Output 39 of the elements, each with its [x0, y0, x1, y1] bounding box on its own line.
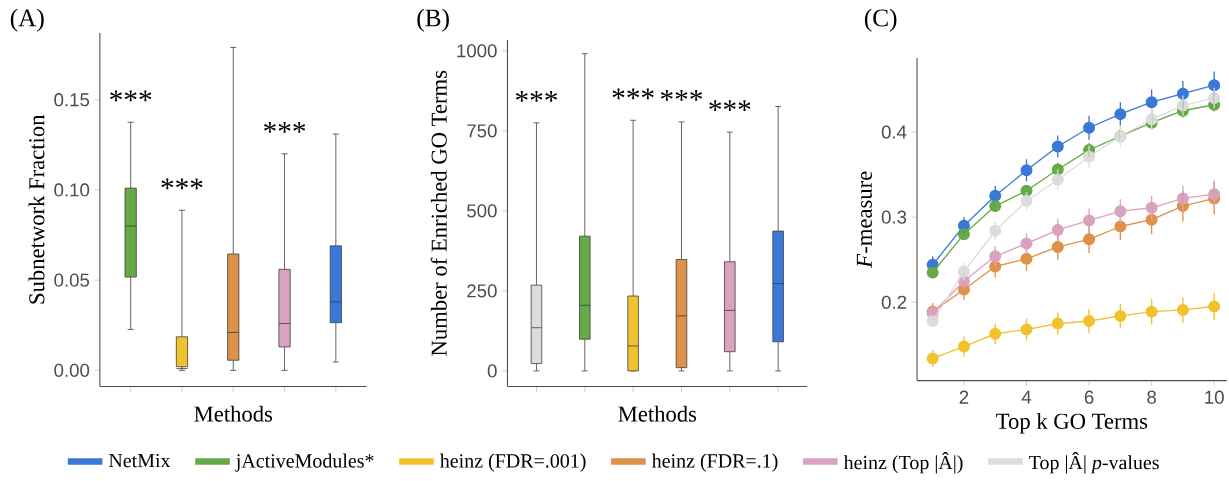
x-tick-label: 10: [1205, 390, 1224, 404]
x-tick-label: 2: [959, 390, 969, 404]
legend-label: heinz (FDR=.1): [651, 453, 778, 472]
y-tick-label: 0.2: [881, 295, 907, 309]
legend-label: jActiveModules*: [235, 453, 374, 472]
x-axis-title: Methods: [618, 405, 697, 422]
y-axis-title: Subnetwork Fraction: [28, 114, 45, 304]
y-tick-label: 0.4: [881, 125, 907, 139]
annotation: ***: [515, 90, 558, 102]
y-tick-label: 0.3: [881, 210, 907, 224]
annotation: ***: [660, 89, 703, 101]
annotation: ***: [161, 178, 203, 189]
legend-label: NetMix: [108, 453, 171, 468]
chart-title: (A): [10, 8, 44, 32]
annotation: ***: [110, 90, 152, 101]
annotation: ***: [709, 100, 751, 111]
legend-label: Top |Â| p-values: [1029, 451, 1159, 474]
y-tick-label: 1000: [457, 43, 497, 58]
x-axis-title: Top k GO Terms: [996, 412, 1148, 434]
y-axis-title: Number of Enriched GO Terms: [430, 70, 447, 356]
x-axis-title: Methods: [194, 405, 273, 422]
y-tick-label: 0.05: [54, 273, 90, 287]
y-tick-label: 750: [467, 124, 497, 138]
x-tick-label: 6: [1084, 390, 1094, 404]
y-tick-label: 0.00: [54, 363, 90, 377]
y-tick-label: 250: [467, 284, 497, 298]
legend-label: heinz (FDR=.001): [439, 453, 586, 472]
annotation: ***: [264, 121, 306, 133]
y-tick-label: 0.10: [54, 183, 90, 197]
y-axis-title: F-measure: [856, 171, 872, 268]
chart-title: (B): [417, 8, 449, 32]
y-tick-label: 0.15: [54, 92, 90, 107]
legend-label: heinz (Top |Â|): [843, 451, 963, 474]
annotation: ***: [612, 88, 654, 99]
x-tick-label: 8: [1147, 390, 1157, 404]
y-tick-label: 0: [487, 364, 497, 378]
y-tick-label: 500: [467, 204, 497, 218]
chart-title: (C): [864, 8, 897, 32]
x-tick-label: 4: [1021, 390, 1032, 404]
